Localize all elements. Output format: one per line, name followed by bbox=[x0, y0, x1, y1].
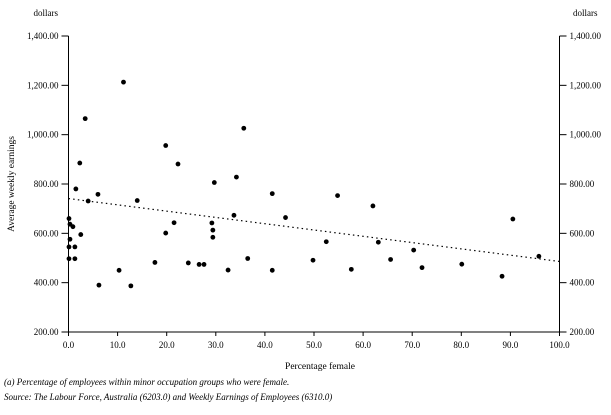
data-point bbox=[78, 232, 84, 237]
data-point bbox=[128, 283, 134, 289]
data-point bbox=[209, 220, 215, 226]
y-tick-label-left: 200.00 bbox=[34, 327, 59, 337]
data-point bbox=[152, 260, 158, 265]
y-tick-label-left: 1,400.00 bbox=[27, 31, 59, 41]
plot-area: 1,400.00 1,400.00 1,200.00 1,200.00 1,000.00… bbox=[27, 31, 602, 350]
data-point bbox=[95, 191, 101, 197]
x-tick-label: 50.0 bbox=[306, 340, 322, 350]
x-tick-label: 100.0 bbox=[549, 340, 570, 350]
y-tick-label-right: 1,400.00 bbox=[570, 31, 602, 41]
data-point bbox=[73, 186, 79, 192]
data-point bbox=[225, 267, 231, 273]
data-point bbox=[370, 203, 376, 209]
y-tick-label-left: 800.00 bbox=[34, 179, 59, 189]
data-point bbox=[77, 160, 83, 166]
x-axis-title: Percentage female bbox=[285, 361, 355, 372]
data-point bbox=[335, 193, 340, 198]
data-point bbox=[459, 261, 465, 267]
data-point bbox=[310, 257, 316, 263]
y-tick-label-right: 600.00 bbox=[570, 228, 595, 238]
trend-line bbox=[68, 197, 560, 263]
data-point bbox=[72, 244, 78, 250]
data-point bbox=[499, 273, 505, 279]
x-tick-label: 80.0 bbox=[453, 340, 469, 350]
data-point bbox=[348, 266, 354, 272]
y-tick-label-left: 1,000.00 bbox=[27, 130, 59, 140]
x-tick-label: 10.0 bbox=[110, 340, 126, 350]
data-point bbox=[70, 224, 76, 230]
data-point bbox=[241, 125, 247, 131]
data-point bbox=[234, 174, 239, 180]
y-tick-label-right: 400.00 bbox=[570, 278, 595, 288]
data-point bbox=[536, 253, 542, 259]
x-tick-label: 20.0 bbox=[159, 340, 175, 350]
x-tick-label: 60.0 bbox=[355, 340, 371, 350]
data-point bbox=[245, 256, 251, 261]
y-tick-label-right: 800.00 bbox=[570, 179, 595, 189]
data-point bbox=[66, 216, 72, 221]
data-point bbox=[283, 215, 288, 220]
footnote-source: Source: The Labour Force, Australia (620… bbox=[4, 392, 332, 402]
data-point bbox=[66, 244, 72, 250]
data-point bbox=[201, 262, 207, 267]
y-unit-label-left: dollars bbox=[34, 8, 59, 18]
x-tick-label: 40.0 bbox=[257, 340, 273, 350]
data-point bbox=[67, 236, 73, 242]
y-unit-label-right: dollars bbox=[573, 8, 598, 18]
data-point bbox=[72, 256, 78, 262]
y-axis-title: Average weekly earnings bbox=[7, 136, 17, 232]
x-tick-label: 30.0 bbox=[208, 340, 224, 350]
data-point bbox=[85, 198, 91, 204]
data-point bbox=[116, 267, 122, 273]
data-point bbox=[375, 239, 381, 245]
y-tick-label-right: 1,000.00 bbox=[570, 130, 602, 140]
x-tick-label: 90.0 bbox=[503, 340, 519, 350]
data-point bbox=[210, 234, 216, 240]
data-point bbox=[163, 230, 169, 236]
y-tick-label-left: 600.00 bbox=[34, 228, 59, 238]
data-point bbox=[323, 239, 329, 245]
data-point bbox=[96, 282, 102, 288]
data-point bbox=[175, 161, 181, 167]
x-tick-label: 70.0 bbox=[404, 340, 420, 350]
data-point bbox=[211, 180, 217, 185]
data-point bbox=[411, 247, 417, 253]
y-tick-label-right: 200.00 bbox=[570, 327, 595, 337]
data-point bbox=[419, 265, 425, 271]
y-tick-label-right: 1,200.00 bbox=[570, 80, 602, 90]
data-point bbox=[163, 143, 169, 148]
data-point bbox=[269, 191, 275, 197]
footnote-a: (a) Percentage of employees within minor… bbox=[4, 377, 289, 387]
data-point bbox=[269, 267, 275, 273]
data-point bbox=[210, 227, 216, 233]
y-tick-label-left: 400.00 bbox=[34, 278, 59, 288]
y-tick-label-left: 1,200.00 bbox=[27, 80, 59, 90]
data-point bbox=[134, 198, 140, 203]
data-point bbox=[66, 256, 72, 262]
data-point bbox=[510, 216, 516, 222]
data-point bbox=[231, 212, 237, 218]
data-point bbox=[388, 257, 393, 262]
data-point bbox=[196, 262, 202, 267]
data-point bbox=[82, 116, 88, 122]
data-point bbox=[121, 79, 126, 85]
data-point bbox=[185, 260, 191, 266]
x-tick-label: 0.0 bbox=[63, 340, 75, 350]
data-point bbox=[171, 220, 177, 226]
